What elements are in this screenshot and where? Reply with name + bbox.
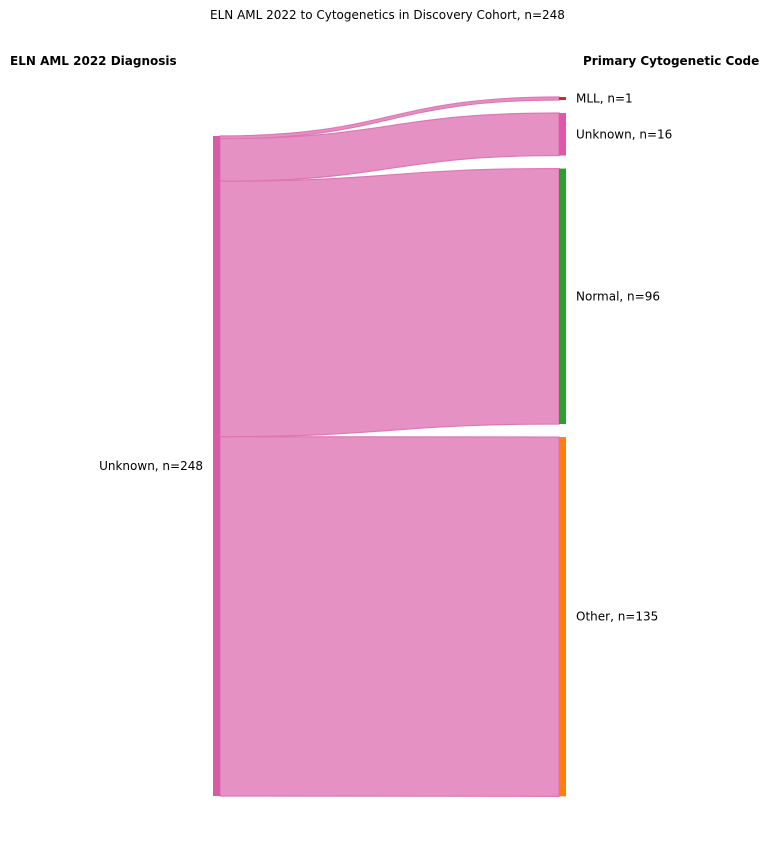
target-node-mll	[559, 97, 566, 100]
flow-link-other	[219, 436, 560, 797]
target-node-label-mll: MLL, n=1	[576, 92, 633, 106]
flow-link-normal	[219, 167, 560, 438]
target-node-normal	[559, 168, 566, 425]
target-node-label-normal: Normal, n=96	[576, 289, 660, 303]
left-column-header: ELN AML 2022 Diagnosis	[10, 54, 177, 68]
target-node-label-unknown: Unknown, n=16	[576, 127, 672, 141]
flow-link-unknown	[219, 112, 560, 182]
target-node-label-other: Other, n=135	[576, 610, 658, 624]
right-column-header: Primary Cytogenetic Code	[583, 54, 760, 68]
source-node-unknown	[213, 136, 220, 796]
target-node-unknown	[559, 113, 566, 156]
links	[219, 96, 560, 797]
source-node-label: Unknown, n=248	[99, 459, 203, 473]
target-node-other	[559, 437, 566, 797]
chart-title: ELN AML 2022 to Cytogenetics in Discover…	[210, 8, 565, 22]
